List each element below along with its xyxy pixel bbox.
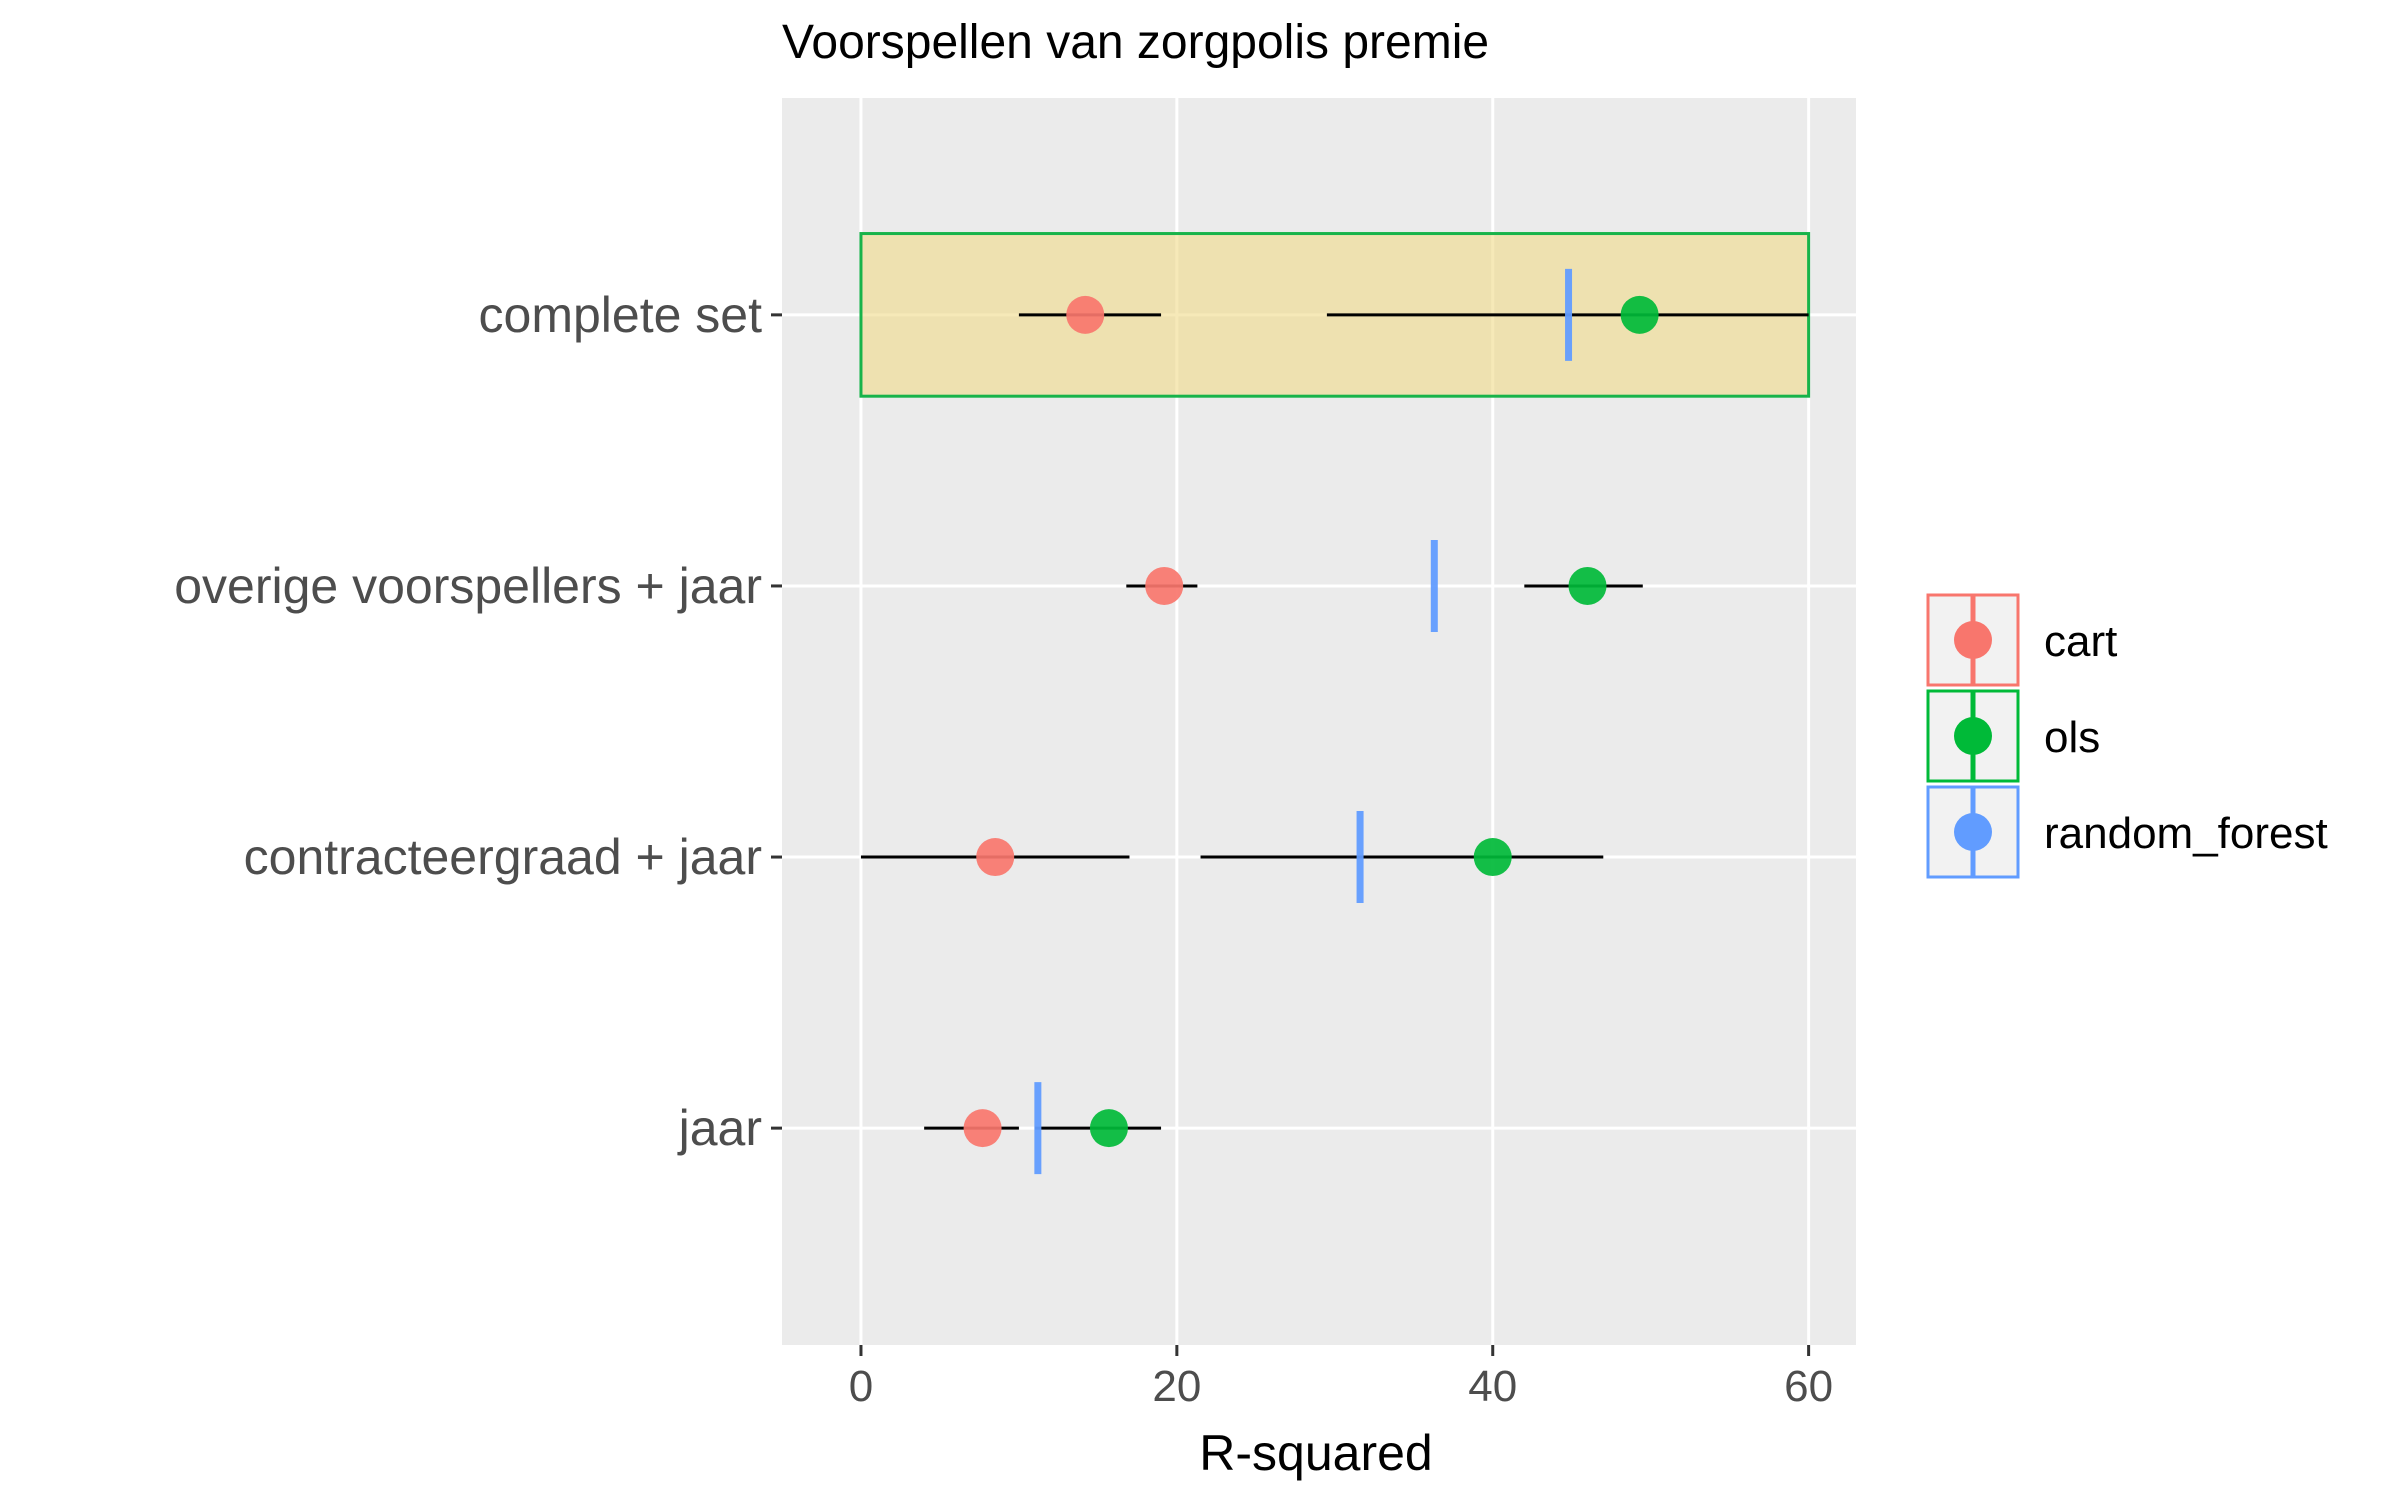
axes: 0 20 40 60 complete set overige voorspellers … — [174, 287, 1833, 1411]
point-cart — [963, 1109, 1002, 1148]
legend-key-point-random_forest — [1954, 813, 1992, 851]
x-axis-label: R-squared — [1199, 1425, 1432, 1481]
legend: cart ols random_forest — [1926, 593, 2328, 879]
chart-title: Voorspellen van zorgpolis premie — [782, 16, 1489, 69]
point-ols — [1620, 295, 1659, 334]
legend-label-random_forest: random_forest — [2044, 809, 2328, 858]
x-tick-label: 40 — [1468, 1362, 1517, 1411]
y-tick-label: jaar — [677, 1100, 762, 1156]
point-ols — [1089, 1109, 1128, 1148]
legend-key-point-cart — [1954, 621, 1992, 659]
x-tick-label: 60 — [1784, 1362, 1833, 1411]
legend-label-cart: cart — [2044, 617, 2117, 666]
x-tick-label: 0 — [849, 1362, 873, 1411]
legend-label-ols: ols — [2044, 713, 2100, 762]
data-marks — [963, 268, 1659, 1175]
y-tick-label: contracteergraad + jaar — [244, 829, 762, 885]
point-ols — [1473, 838, 1512, 877]
point-ols — [1568, 566, 1607, 605]
x-tick-label: 20 — [1152, 1362, 1201, 1411]
point-cart — [1145, 566, 1184, 605]
point-cart — [1066, 295, 1105, 334]
y-tick-label: overige voorspellers + jaar — [174, 558, 762, 614]
legend-key-point-ols — [1954, 717, 1992, 755]
point-cart — [976, 838, 1015, 877]
y-tick-label: complete set — [479, 287, 763, 343]
